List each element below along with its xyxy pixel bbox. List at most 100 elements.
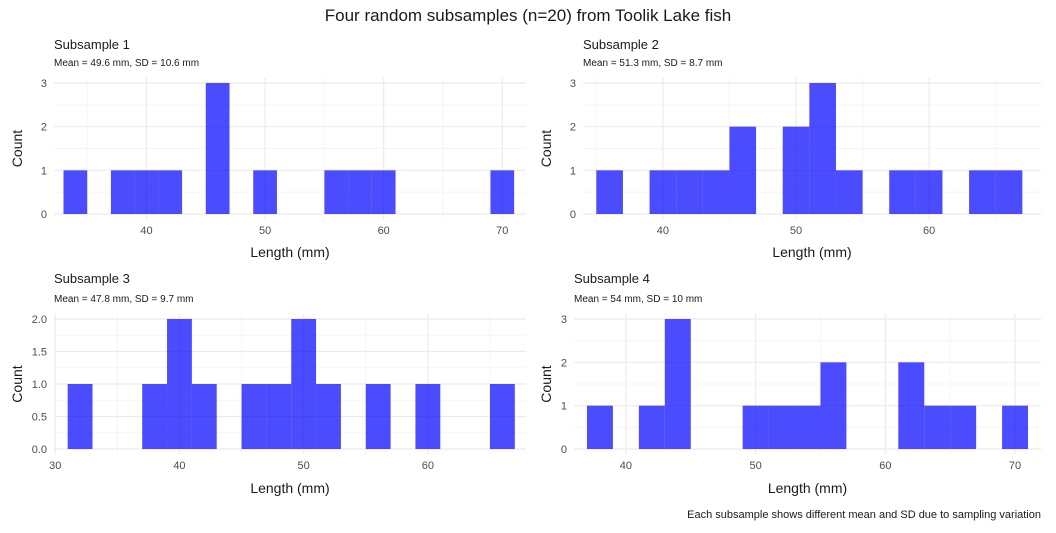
x-tick-label: 70 (1009, 460, 1021, 472)
y-tick-label: 2 (41, 122, 47, 134)
histogram-bar (371, 170, 396, 214)
histogram-bar (924, 405, 951, 449)
y-axis-title: Count (9, 365, 25, 402)
x-axis-title: Length (mm) (772, 244, 851, 260)
panel-title: Subsample 2 (583, 37, 659, 52)
histogram-bar (995, 170, 1023, 214)
histogram-bar (158, 170, 183, 214)
y-tick-label: 1.5 (32, 347, 47, 359)
histogram-bar (134, 170, 159, 214)
histogram-bar (1002, 405, 1029, 449)
x-axis-title: Length (mm) (250, 480, 329, 496)
y-tick-label: 2.0 (32, 314, 47, 326)
histogram-bar (596, 170, 623, 214)
y-axis-title: Count (538, 365, 554, 402)
histogram-bar (649, 170, 677, 214)
histogram-bar (586, 405, 613, 449)
histogram-bar (820, 362, 847, 449)
panel-2: 40 50 60 0 1 2 3 Subsample 2 Mean = 51.3 mm, SD … (538, 37, 1041, 260)
y-axis-title: Count (538, 130, 554, 167)
figure-caption: Each subsample shows different mean and … (687, 509, 1041, 521)
histogram-bar (110, 170, 135, 214)
histogram-bar (365, 384, 391, 449)
x-tick-label: 60 (879, 460, 891, 472)
panel-stats: Mean = 47.8 mm, SD = 9.7 mm (54, 294, 194, 305)
panel-title: Subsample 1 (54, 37, 130, 52)
histogram-bar (898, 362, 925, 449)
panels: 40 50 60 70 0 1 2 3 Subsample 1 Mean = 49.6 mm, S… (9, 37, 1041, 496)
y-tick-label: 1 (41, 165, 47, 177)
panel-title: Subsample 4 (574, 271, 650, 286)
histogram-bar (915, 170, 943, 214)
y-tick-label: 3 (561, 314, 567, 326)
x-tick-label: 40 (657, 225, 669, 237)
y-tick-label: 1 (561, 401, 567, 413)
y-tick-label: 1 (570, 165, 576, 177)
histogram-bar (835, 170, 863, 214)
panel-title: Subsample 3 (54, 271, 130, 286)
x-tick-label: 50 (749, 460, 761, 472)
histogram-bar (742, 405, 769, 449)
histogram-bar (415, 384, 441, 449)
y-axis-title: Count (9, 130, 25, 167)
x-tick-label: 60 (422, 460, 434, 472)
x-tick-label: 70 (496, 225, 508, 237)
x-tick-label: 60 (923, 225, 935, 237)
histogram-bar (664, 319, 691, 449)
x-tick-label: 40 (620, 460, 632, 472)
histogram-bar (782, 126, 810, 214)
histogram-bar (638, 405, 665, 449)
y-tick-label: 0 (561, 444, 567, 456)
histogram-bar (291, 319, 317, 449)
y-tick-label: 3 (570, 78, 576, 90)
x-tick-label: 60 (378, 225, 390, 237)
histogram-bar (490, 170, 515, 214)
histogram-bar (142, 384, 168, 449)
x-tick-label: 40 (173, 460, 185, 472)
histogram-bar (489, 384, 515, 449)
panel-stats: Mean = 49.6 mm, SD = 10.6 mm (54, 58, 199, 69)
y-tick-label: 1.0 (32, 379, 47, 391)
y-tick-label: 3 (41, 78, 47, 90)
x-tick-label: 30 (49, 460, 61, 472)
panel-stats: Mean = 51.3 mm, SD = 8.7 mm (583, 58, 723, 69)
y-tick-label: 0.5 (32, 412, 47, 424)
histogram-bar (205, 83, 230, 214)
y-tick-label: 0 (570, 209, 576, 221)
y-tick-label: 2 (561, 357, 567, 369)
x-tick-label: 40 (140, 225, 152, 237)
x-tick-label: 50 (790, 225, 802, 237)
y-tick-label: 0 (41, 209, 47, 221)
x-tick-label: 50 (298, 460, 310, 472)
histogram-bar (316, 384, 341, 449)
histogram-bar (266, 384, 292, 449)
figure-title: Four random subsamples (n=20) from Tooli… (325, 6, 731, 25)
histogram-bar (768, 405, 795, 449)
panel-1: 40 50 60 70 0 1 2 3 Subsample 1 Mean = 49.6 mm, S… (9, 37, 526, 260)
panel-3: 30 40 50 60 0.0 0.5 1.0 1.5 2.0 Subsample 3 Mean =… (9, 271, 526, 496)
histogram-bar (809, 83, 836, 214)
histogram-bar (63, 170, 88, 214)
x-tick-label: 50 (259, 225, 271, 237)
histogram-bar (167, 319, 192, 449)
panel-stats: Mean = 54 mm, SD = 10 mm (574, 294, 702, 305)
histogram-bar (950, 405, 977, 449)
histogram-bar (67, 384, 93, 449)
histogram-bar (702, 170, 730, 214)
histogram-bar (969, 170, 996, 214)
histogram-bar (794, 405, 821, 449)
histogram-bar (253, 170, 277, 214)
histogram-bar (889, 170, 916, 214)
x-axis-title: Length (mm) (250, 244, 329, 260)
y-tick-label: 0.0 (32, 444, 47, 456)
histogram-bar (348, 170, 372, 214)
histogram-bar (191, 384, 217, 449)
histogram-bar (729, 126, 757, 214)
y-tick-label: 2 (570, 122, 576, 134)
panel-4: 40 50 60 70 0 1 2 3 Subsample 4 Mean = 54 mm, SD … (538, 271, 1041, 496)
histogram-bar (324, 170, 349, 214)
histogram-bar (676, 170, 703, 214)
x-axis-title: Length (mm) (768, 480, 847, 496)
